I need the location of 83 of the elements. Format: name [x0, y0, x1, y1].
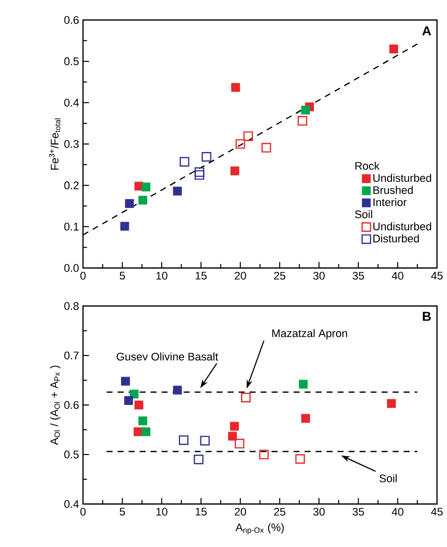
x-tick-label: 10	[156, 508, 168, 516]
point	[134, 427, 142, 436]
y-tick-label: 0.5	[64, 57, 79, 66]
point	[234, 438, 244, 448]
x-tick-label: 45	[431, 508, 443, 516]
x-tick-label: 20	[234, 508, 246, 516]
y-tick-label: 0.4	[64, 500, 79, 508]
y-axis-title: A$_{Ol}$ / (A$_{Ol}$ + A$_{Px}$ )	[50, 366, 60, 445]
point	[298, 116, 308, 126]
point	[386, 399, 396, 408]
y-tick-label: 0.4	[64, 98, 79, 107]
x-tick-label: 0	[80, 508, 86, 516]
x-tick-label: 35	[352, 508, 364, 516]
point	[228, 432, 237, 441]
x-tick-label: 30	[313, 272, 325, 280]
point	[134, 400, 144, 410]
point	[180, 156, 190, 167]
y-tick-label: 0.1	[64, 222, 79, 231]
legend-label: Brushed	[373, 186, 413, 194]
point	[298, 380, 308, 389]
annotation: A	[422, 26, 432, 36]
ref-line-label: Soil	[380, 474, 397, 482]
annotation: B	[422, 312, 431, 321]
x-tick-label: 10	[156, 272, 168, 280]
x-tick-label: 15	[196, 272, 207, 280]
annotation: Soil	[355, 210, 372, 218]
point	[120, 222, 130, 231]
point	[142, 427, 150, 436]
y-tick-label: 0.6	[64, 16, 79, 24]
x-tick-label: 0	[80, 272, 86, 280]
x-tick-label: 20	[234, 272, 246, 280]
point	[124, 396, 134, 405]
y-tick-label: 0.8	[64, 302, 79, 310]
point	[259, 450, 269, 460]
point	[194, 167, 204, 177]
point	[241, 392, 251, 402]
point	[231, 82, 240, 92]
point	[236, 139, 246, 149]
y-tick-label: 0.5	[64, 450, 79, 458]
legend-title: Rock	[355, 162, 380, 170]
point	[178, 435, 188, 445]
point	[142, 182, 150, 192]
point	[243, 131, 253, 141]
point	[121, 376, 130, 386]
point	[230, 422, 239, 431]
y-tick-label: 0.7	[64, 352, 79, 360]
x-tick-label: 15	[196, 508, 207, 516]
legend-label: Undisturbed	[373, 222, 432, 230]
x-tick-label: 5	[120, 508, 125, 516]
legend-label: Undisturbed	[373, 174, 432, 182]
point	[200, 436, 210, 446]
legend-label: Disturbed	[373, 234, 419, 242]
point	[125, 199, 134, 208]
point	[173, 186, 182, 196]
x-tick-label: 45	[431, 272, 443, 280]
x-tick-label: 40	[392, 272, 404, 280]
point	[261, 142, 272, 153]
x-axis-title: A$_{np-Ox}$ (%)	[236, 523, 284, 534]
x-tick-label: 30	[313, 508, 325, 516]
point	[138, 416, 148, 426]
point	[138, 196, 148, 205]
ref-line-label: Gusev Olivine Basalt	[116, 352, 218, 361]
point	[173, 386, 182, 395]
point	[202, 152, 212, 162]
x-tick-label: 35	[352, 272, 364, 280]
point	[295, 454, 305, 464]
point	[230, 166, 240, 176]
y-tick-label: 0.6	[64, 401, 79, 409]
point	[389, 44, 398, 54]
point	[194, 170, 204, 180]
y-tick-label: 0.0	[64, 264, 79, 272]
x-tick-label: 5	[120, 272, 125, 280]
y-tick-label: 0.2	[64, 181, 79, 190]
point	[301, 414, 310, 423]
legend-label: Interior	[374, 198, 407, 206]
point	[301, 106, 310, 115]
x-tick-label: 40	[392, 508, 404, 516]
x-tick-label: 25	[274, 272, 286, 280]
point	[194, 454, 204, 464]
y-axis-title: Fe$^{3+}$/Fe$_{total}$	[49, 118, 60, 170]
x-tick-label: 25	[274, 508, 286, 516]
annotation: Mazatzal Apron	[272, 329, 348, 340]
y-tick-label: 0.3	[64, 140, 79, 148]
